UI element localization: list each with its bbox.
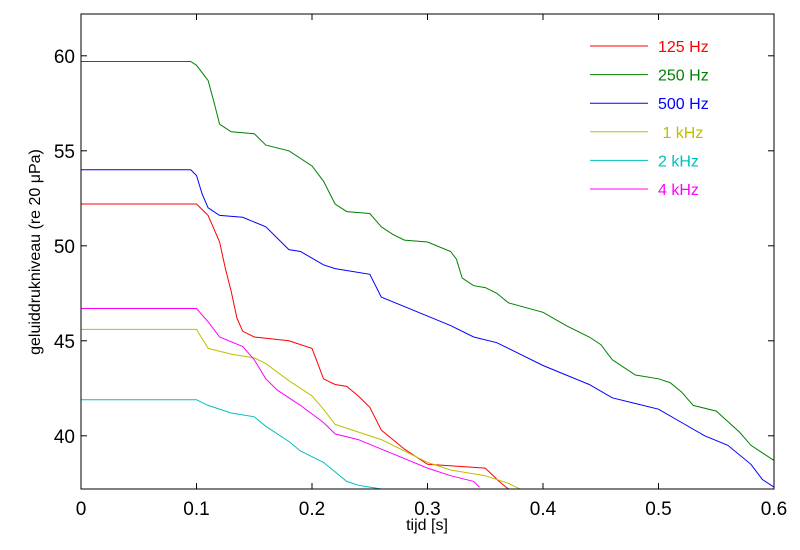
series-line-0: [81, 203, 526, 489]
x-tick-label: 0.1: [183, 499, 209, 520]
y-tick-label: 55: [54, 142, 75, 163]
y-tick-label: 40: [54, 427, 75, 448]
legend-label-0: 125 Hz: [658, 39, 709, 56]
legend-label-2: 500 Hz: [658, 96, 709, 113]
x-tick-label: 0: [76, 499, 87, 520]
x-axis-label: tijd [s]: [406, 517, 448, 534]
plot-lines: [81, 61, 774, 489]
series-line-3: [81, 328, 521, 489]
x-tick-label: 0.2: [299, 499, 325, 520]
y-tick-label: 50: [54, 237, 75, 258]
series-line-1: [81, 61, 774, 461]
y-tick-label: 45: [54, 332, 75, 353]
x-tick-label: 0.6: [761, 499, 787, 520]
x-tick-label: 0.5: [645, 499, 671, 520]
legend-label-5: 4 kHz: [658, 182, 699, 199]
y-tick-label: 60: [54, 47, 75, 68]
plot-frame: [80, 13, 775, 490]
legend-label-1: 250 Hz: [658, 68, 709, 85]
x-tick-label: 0.3: [414, 499, 440, 520]
x-axis: 0 0.1 0.2 0.3 0.4 0.5 0.6: [76, 14, 787, 520]
legend-label-3: 1 kHz: [658, 125, 703, 142]
legend-label-4: 2 kHz: [658, 153, 699, 170]
y-axis: 40 45 50 55 60: [54, 47, 774, 448]
legend: 125 Hz 250 Hz 500 Hz 1 kHz 2 kHz 4 kHz: [590, 39, 709, 199]
x-tick-label: 0.4: [530, 499, 557, 520]
y-axis-label: geluiddrukniveau (re 20 μPa): [27, 149, 44, 355]
series-line-4: [81, 399, 393, 489]
series-line-2: [81, 169, 774, 488]
series-line-5: [81, 308, 480, 488]
